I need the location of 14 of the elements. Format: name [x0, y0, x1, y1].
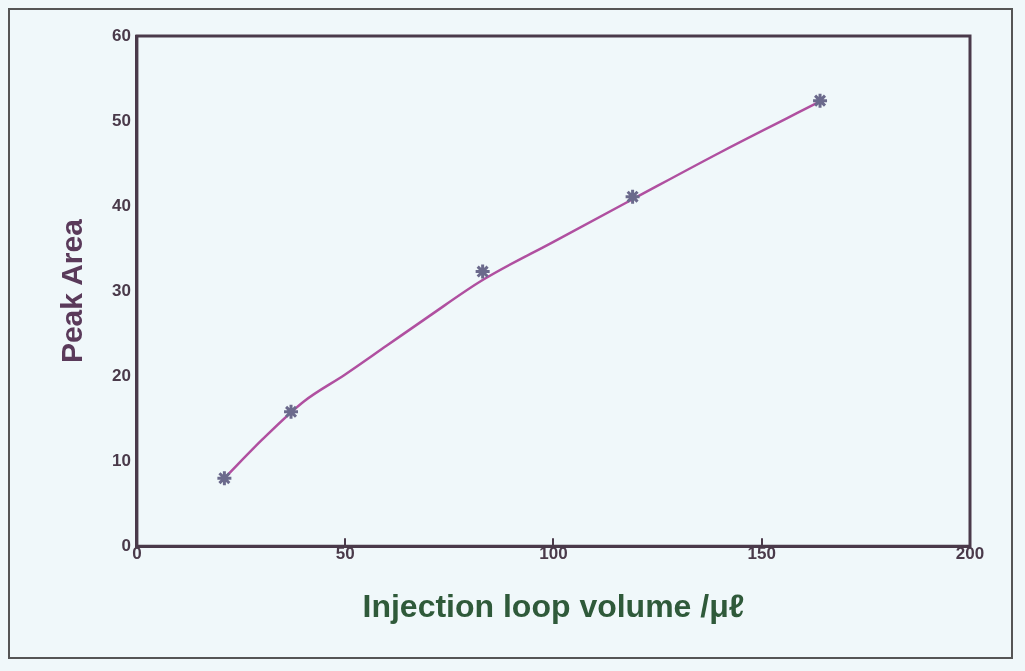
y-axis-title: Peak Area: [55, 218, 89, 364]
point: [282, 403, 300, 421]
point: [215, 469, 233, 487]
point: [624, 188, 642, 206]
y-tick-label: 50: [111, 110, 131, 130]
x-tick-label: 200: [955, 544, 985, 564]
y-tick-label: 10: [111, 450, 131, 470]
x-axis-title: Injection loop volume /μℓ: [362, 587, 745, 624]
y-tick-label: 40: [111, 195, 131, 215]
point: [474, 263, 492, 281]
y-tick-label: 60: [111, 25, 131, 45]
y-tick-label: 20: [111, 365, 131, 385]
y-tick-label: 30: [111, 280, 131, 300]
point: [811, 92, 829, 110]
